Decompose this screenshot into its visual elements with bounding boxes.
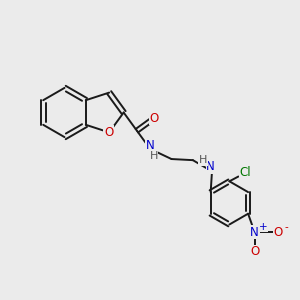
Text: Cl: Cl [239,167,251,179]
Text: N: N [250,226,259,239]
Text: H: H [199,155,207,165]
Text: O: O [149,112,158,125]
Text: O: O [273,226,282,239]
Text: N: N [146,139,154,152]
Text: O: O [104,126,113,139]
Text: -: - [284,222,288,232]
Text: N: N [206,160,215,173]
Text: O: O [250,245,259,258]
Text: +: + [259,222,267,232]
Text: H: H [149,151,158,160]
